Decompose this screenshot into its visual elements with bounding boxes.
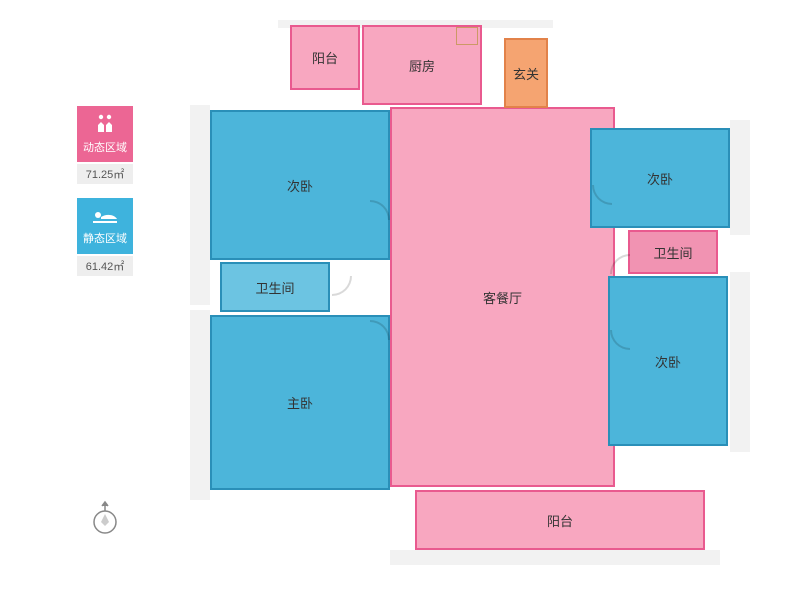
room-label: 玄关 [513, 64, 539, 83]
bg-strip [190, 105, 210, 305]
room-label: 次卧 [287, 176, 313, 195]
room-living: 客餐厅 [390, 107, 615, 487]
room-label: 次卧 [655, 352, 681, 371]
room-bed3-right: 次卧 [608, 276, 728, 446]
room-entry: 玄关 [504, 38, 548, 108]
room-bed2-left: 次卧 [210, 110, 390, 260]
legend-static-value: 61.42㎡ [77, 256, 133, 276]
room-label: 厨房 [409, 56, 435, 75]
compass-icon [90, 500, 120, 536]
room-label: 次卧 [647, 169, 673, 188]
door-icon [332, 276, 352, 296]
bg-strip [730, 272, 750, 452]
room-bath-left: 卫生间 [220, 262, 330, 312]
bg-strip [390, 550, 720, 565]
room-label: 阳台 [547, 511, 573, 530]
legend-static: 静态区域 [77, 198, 133, 254]
room-bath-right: 卫生间 [628, 230, 718, 274]
room-label: 卫生间 [255, 278, 294, 297]
legend: 动态区域 71.25㎡ 静态区域 61.42㎡ [70, 106, 140, 290]
sleep-icon [93, 207, 117, 228]
room-label: 卫生间 [653, 243, 692, 262]
legend-static-label: 静态区域 [83, 230, 127, 246]
room-label: 阳台 [312, 48, 338, 67]
room-bed2-right: 次卧 [590, 128, 730, 228]
room-balcony-top: 阳台 [290, 25, 360, 90]
room-label: 主卧 [287, 393, 313, 412]
legend-dynamic-label: 动态区域 [83, 139, 127, 155]
bg-strip [190, 310, 210, 500]
sink-icon [456, 27, 478, 45]
legend-dynamic-value: 71.25㎡ [77, 164, 133, 184]
room-master: 主卧 [210, 315, 390, 490]
room-balcony-bottom: 阳台 [415, 490, 705, 550]
legend-dynamic: 动态区域 [77, 106, 133, 162]
room-label: 客餐厅 [483, 288, 522, 307]
bg-strip [730, 120, 750, 235]
people-icon [94, 114, 116, 137]
floor-plan: 客餐厅 阳台 厨房 玄关 次卧 次卧 卫生间 卫生间 主卧 次卧 阳台 [190, 20, 750, 575]
